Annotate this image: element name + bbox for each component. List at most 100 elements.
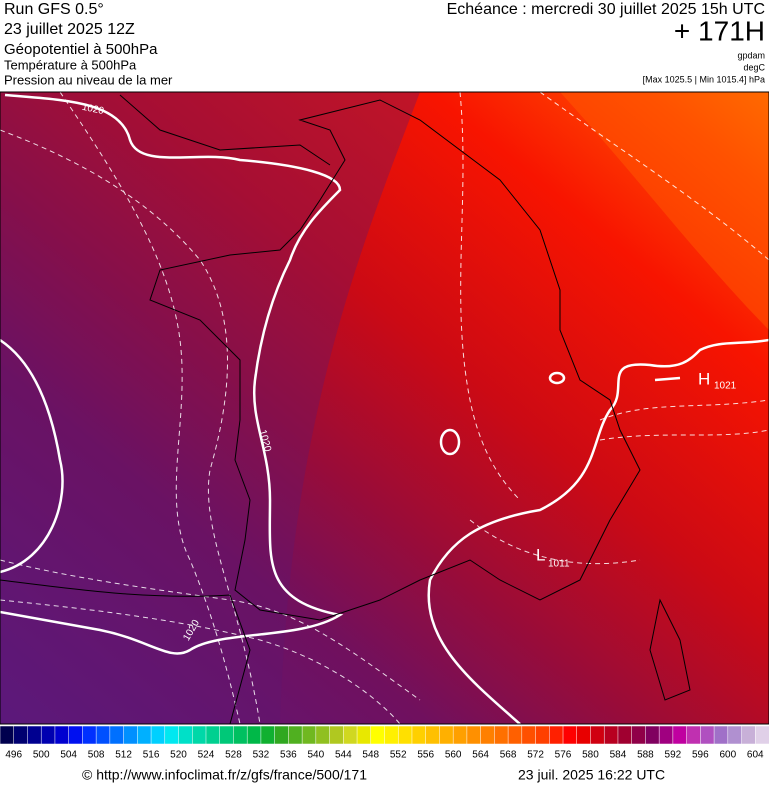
color-box: [137, 725, 152, 745]
color-box: [603, 725, 619, 745]
color-box: [466, 725, 482, 745]
pressure-center: H: [698, 369, 710, 388]
field-label: Géopotentiel à 500hPa: [4, 41, 158, 58]
color-box: [150, 725, 166, 745]
color-box: [233, 725, 248, 745]
source-url: © http://www.infoclimat.fr/z/gfs/france/…: [82, 767, 367, 783]
color-box: [54, 725, 70, 745]
timestamp: 23 juil. 2025 16:22 UTC: [518, 767, 665, 783]
color-box: [397, 725, 413, 745]
color-box: [315, 725, 331, 745]
color-box: [439, 725, 454, 745]
colorbar-label: 588: [637, 750, 654, 761]
color-box: [40, 725, 56, 745]
color-box: [425, 725, 440, 745]
pressure-center: L: [536, 545, 545, 564]
map-frame: [0, 91, 769, 725]
colorbar-label: 556: [417, 750, 434, 761]
color-box: [301, 725, 317, 745]
colorbar-label: 552: [390, 750, 407, 761]
color-box: [0, 725, 15, 745]
color-box: [109, 725, 125, 745]
color-box: [246, 725, 262, 745]
colorbar-label: 504: [60, 750, 77, 761]
color-box: [590, 725, 605, 745]
colorbar-label: 528: [225, 750, 242, 761]
color-box: [164, 725, 180, 745]
color-box: [384, 725, 399, 745]
colorbar-label: 580: [582, 750, 599, 761]
pressure-value: 1011: [548, 559, 570, 570]
color-box: [205, 725, 221, 745]
pressure-value: 1021: [714, 381, 737, 392]
colorbar-label: 604: [747, 750, 764, 761]
colorbar-label: 512: [115, 750, 132, 761]
color-box: [452, 725, 468, 745]
lead-time: + 171H: [674, 15, 765, 46]
colorbar-label: 516: [143, 750, 160, 761]
color-box: [329, 725, 344, 745]
color-box: [343, 725, 358, 745]
color-box: [645, 725, 660, 745]
color-box: [617, 725, 633, 745]
color-box: [658, 725, 674, 745]
color-box: [192, 725, 207, 745]
color-box: [562, 725, 578, 745]
temperature-field: [0, 92, 769, 724]
field-label: Pression au niveau de la mer: [4, 72, 173, 87]
colorbar-label: 524: [198, 750, 215, 761]
colorbar-label: 500: [33, 750, 50, 761]
color-box: [13, 725, 29, 745]
colorbar-label: 536: [280, 750, 297, 761]
color-box: [356, 725, 372, 745]
color-box: [494, 725, 509, 745]
run-title: Run GFS 0.5°: [4, 1, 104, 18]
colorbar-label: 548: [362, 750, 379, 761]
color-box: [507, 725, 523, 745]
color-box: [82, 725, 97, 745]
color-box: [755, 725, 769, 745]
colorbar-label: 532: [253, 750, 270, 761]
color-box: [274, 725, 289, 745]
color-box: [370, 725, 386, 745]
run-date: 23 juillet 2025 12Z: [4, 21, 135, 38]
unit-label: degC: [743, 62, 765, 72]
colorbar-label: 496: [5, 750, 22, 761]
colorbar-label: 520: [170, 750, 187, 761]
color-box: [411, 725, 427, 745]
color-box: [123, 725, 138, 745]
color-box: [95, 725, 111, 745]
color-box: [480, 725, 495, 745]
color-box: [672, 725, 688, 745]
color-box: [631, 725, 646, 745]
color-box: [68, 725, 83, 745]
colorbar-label: 572: [527, 750, 544, 761]
color-box: [219, 725, 234, 745]
colorbar-label: 576: [555, 750, 572, 761]
isobar-label: 1020: [81, 102, 105, 117]
color-box: [27, 725, 42, 745]
colorbar-label: 568: [500, 750, 517, 761]
color-box: [741, 725, 756, 745]
color-box: [727, 725, 743, 745]
colorbar: 496 500 504 508 512 516 520 524 528 532 536 540 544 5…: [0, 725, 769, 761]
color-box: [260, 725, 276, 745]
colorbar-label: 564: [472, 750, 489, 761]
geopotential-band: [560, 92, 769, 330]
field-label: Température à 500hPa: [4, 57, 137, 72]
color-box: [713, 725, 729, 745]
color-box: [535, 725, 550, 745]
color-box: [686, 725, 701, 745]
colorbar-label: 592: [665, 750, 682, 761]
colorbar-label: 600: [719, 750, 736, 761]
isotherms: [0, 92, 769, 724]
color-box: [700, 725, 715, 745]
color-box: [288, 725, 303, 745]
color-box: [178, 725, 193, 745]
forecast-time: Echéance : mercredi 30 juillet 2025 15h …: [447, 1, 765, 18]
colorbar-label: 544: [335, 750, 352, 761]
colorbar-label: 584: [610, 750, 627, 761]
colorbar-label: 596: [692, 750, 709, 761]
